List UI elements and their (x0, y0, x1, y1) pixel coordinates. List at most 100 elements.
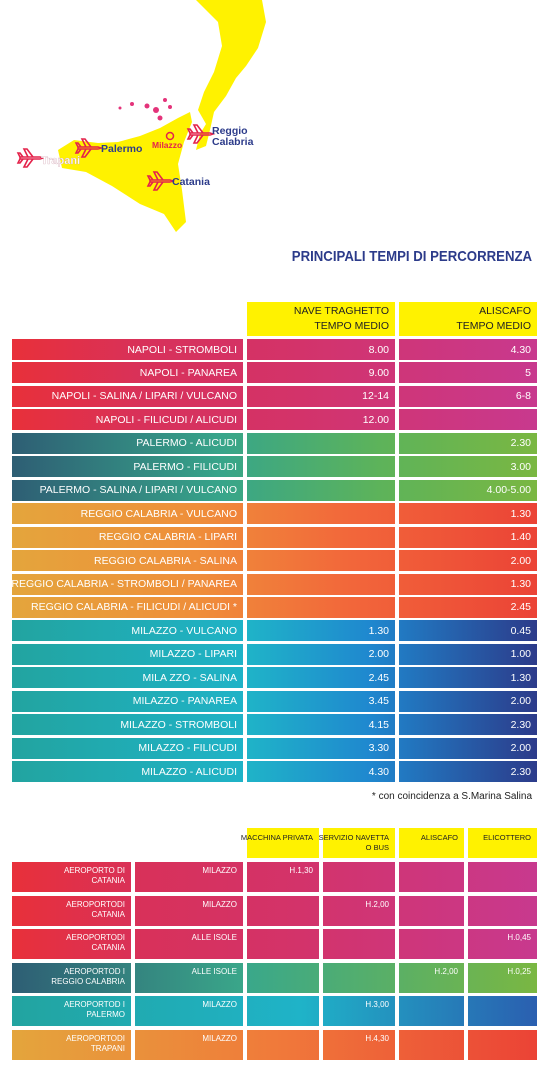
table-cell: ALISCAFO TEMPO MEDIO (399, 302, 537, 336)
table-cell: REGGIO CALABRIA - VULCANO (12, 503, 243, 525)
cell-text: REGGIO CALABRIA (51, 976, 125, 986)
table-cell (247, 929, 319, 960)
table-cell: ALLE ISOLE (135, 929, 243, 960)
table-cell: MILAZZO - ALICUDI (12, 761, 243, 783)
footnote: * con coincidenza a S.Marina Salina (371, 791, 532, 802)
cell-text: REGGIO CALABRIA - LIPARI (98, 531, 237, 544)
table-cell (399, 996, 464, 1027)
table-cell: AEROPORTODI CATANIA (12, 929, 131, 960)
cell-text: MILAZZO (202, 899, 237, 909)
cell-text: NAPOLI - PANAREA (139, 366, 237, 379)
city-label: Catania (172, 176, 210, 188)
cell-text: H.0,25 (507, 966, 531, 976)
table-cell: ELICOTTERO (468, 828, 537, 858)
table-cell: MILAZZO (135, 996, 243, 1027)
cell-text: H.3,00 (365, 1000, 389, 1010)
table-cell (323, 862, 395, 892)
table-cell: 0.45 (399, 620, 537, 642)
table-cell (468, 895, 537, 926)
table-cell (247, 596, 395, 618)
cell-text: MACCHINA PRIVATA (240, 833, 313, 842)
cell-text: PALERMO - ALICUDI (136, 437, 237, 450)
cell-text: MILAZZO - LIPARI (149, 648, 237, 661)
table-cell: MILA ZZO - SALINA (12, 667, 243, 689)
cell-text: 3.00 (510, 460, 531, 473)
table-cell: 4.15 (247, 714, 395, 736)
table-cell: H.1,30 (247, 862, 319, 892)
cell-text: AEROPORTOD I (63, 1000, 125, 1010)
table-cell: H.4,30 (323, 1030, 395, 1060)
cell-text: 0.45 (510, 624, 531, 637)
table-cell (399, 862, 464, 892)
cell-text: REGGIO CALABRIA - STROMBOLI / PANAREA (11, 578, 237, 590)
cell-text: 12.00 (362, 413, 389, 426)
table-cell (399, 409, 537, 431)
table-cell: H.3,00 (323, 996, 395, 1027)
cell-text: 2.30 (510, 718, 531, 731)
table-cell (247, 573, 395, 595)
table-cell (468, 862, 537, 892)
table-cell: ALLE ISOLE (135, 962, 243, 993)
cell-text: ALLE ISOLE (191, 933, 237, 943)
table-cell (323, 929, 395, 960)
cell-text: 3.30 (368, 742, 389, 755)
cell-text: PALERMO - SALINA / LIPARI / VULCANO (39, 484, 237, 497)
cell-text: H.2,00 (434, 966, 458, 976)
table-cell (247, 962, 319, 993)
table-cell: 3.30 (247, 737, 395, 759)
table-cell: 2.45 (399, 596, 537, 618)
table-cell: NAVE TRAGHETTO TEMPO MEDIO (247, 302, 395, 336)
cell-text: CATANIA (91, 943, 125, 953)
cell-text: TEMPO MEDIO (456, 320, 531, 332)
cell-text: 8.00 (368, 343, 389, 356)
table-cell (323, 962, 395, 993)
cell-text: ALISCAFO (420, 833, 458, 842)
cell-text: CATANIA (91, 909, 125, 919)
cell-text: H.0,45 (507, 933, 531, 943)
table-cell: MILAZZO (135, 895, 243, 926)
cell-text: SERVIZIO NAVETTA (318, 833, 389, 842)
cell-text: AEROPORTODI (66, 933, 125, 943)
table-cell: MILAZZO - FILICUDI (12, 737, 243, 759)
table-cell (247, 526, 395, 548)
table-cell: MILAZZO - VULCANO (12, 620, 243, 642)
table-cell: MACCHINA PRIVATA (241, 828, 319, 858)
cell-text: MILAZZO (202, 1034, 237, 1043)
table-cell: NAPOLI - SALINA / LIPARI / VULCANO (12, 385, 243, 407)
table-cell: 1.30 (399, 503, 537, 525)
cell-text: 2.30 (510, 437, 531, 450)
city-label: Reggio (212, 125, 248, 137)
cell-text: 5 (525, 366, 531, 379)
cell-text: 2.00 (510, 742, 531, 755)
cell-text: 4.30 (510, 343, 531, 356)
cell-text: 4.00-5.00 (486, 484, 531, 497)
cell-text: AEROPORTODI (66, 899, 125, 909)
table-cell: 4.30 (247, 761, 395, 783)
table-cell: 2.00 (399, 737, 537, 759)
cell-text: 1.40 (510, 531, 531, 544)
cell-text: AEROPORTOD I (63, 966, 125, 976)
cell-text: 2.00 (510, 554, 531, 567)
table-cell (247, 996, 319, 1027)
title: PRINCIPALI TEMPI DI PERCORRENZA (291, 248, 532, 265)
table-cell: H.2,00 (323, 895, 395, 926)
table-cell (399, 929, 464, 960)
table-cell: 5 (399, 362, 537, 384)
table-cell: AEROPORTOD I PALERMO (12, 996, 131, 1027)
table-cell: 8.00 (247, 339, 395, 360)
cell-text: MILAZZO - PANAREA (132, 695, 237, 708)
cell-text: MILAZZO (202, 1000, 237, 1010)
cell-text: 2.00 (368, 648, 389, 661)
table-cell (247, 479, 395, 501)
table-cell: 6-8 (399, 385, 537, 407)
table-cell: MILAZZO (135, 1030, 243, 1060)
city-label: Palermo (101, 143, 142, 155)
cell-text: H.4,30 (365, 1034, 389, 1043)
cell-text: 1.30 (368, 624, 389, 637)
table-cell: 2.00 (399, 550, 537, 572)
sicily (58, 112, 192, 232)
cell-text: NAVE TRAGHETTO (293, 305, 389, 317)
cell-text: 2.30 (510, 765, 531, 778)
cell-text: 2.45 (368, 671, 389, 684)
cell-text: TRAPANI (90, 1044, 125, 1053)
